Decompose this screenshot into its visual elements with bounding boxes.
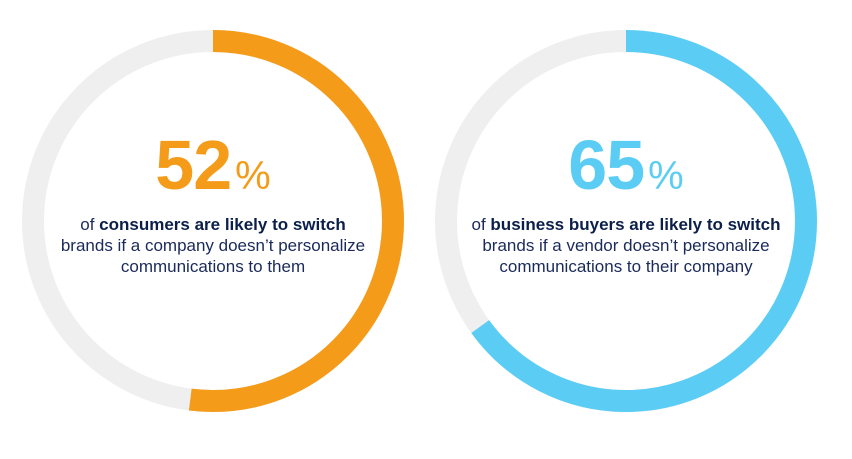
stat-business-buyers: 65 % — [568, 130, 683, 200]
stat-number-business-buyers: 65 — [568, 126, 645, 204]
desc-consumers: of consumers are likely to switch brands… — [53, 214, 373, 277]
donut-svg-consumers — [22, 30, 404, 412]
donut-arc-business-buyers — [435, 30, 817, 412]
donut-arc-consumers — [22, 30, 404, 412]
desc-business-buyers: of business buyers are likely to switch … — [466, 214, 786, 277]
stat-percent-business-buyers: % — [648, 154, 684, 198]
desc-bold-consumers: consumers are likely to switch — [99, 215, 346, 234]
desc-post-consumers: brands if a company doesn’t personalize … — [60, 236, 366, 276]
donut-chart-business-buyers: 65 % of business buyers are likely to sw… — [435, 30, 817, 412]
desc-pre-consumers: of — [80, 215, 100, 234]
donut-chart-consumers: 52 % of consumers are likely to switch b… — [22, 30, 404, 412]
desc-bold-business-buyers: business buyers are likely to switch — [490, 215, 781, 234]
desc-pre-business-buyers: of — [471, 215, 491, 234]
stat-number-consumers: 52 — [155, 126, 232, 204]
donut-svg-business-buyers — [435, 30, 817, 412]
stat-percent-consumers: % — [235, 154, 271, 198]
desc-post-business-buyers: brands if a vendor doesn’t personalize c… — [482, 236, 770, 276]
stat-consumers: 52 % — [155, 130, 270, 200]
